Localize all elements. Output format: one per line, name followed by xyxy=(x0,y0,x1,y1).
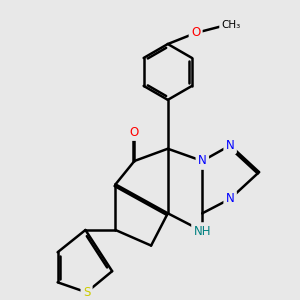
Text: N: N xyxy=(226,139,235,152)
Text: CH₃: CH₃ xyxy=(221,20,241,30)
Text: S: S xyxy=(83,286,90,299)
Text: NH: NH xyxy=(194,225,211,238)
Text: O: O xyxy=(191,26,200,40)
Text: N: N xyxy=(226,192,235,205)
Text: O: O xyxy=(130,125,139,139)
Text: N: N xyxy=(198,154,207,167)
